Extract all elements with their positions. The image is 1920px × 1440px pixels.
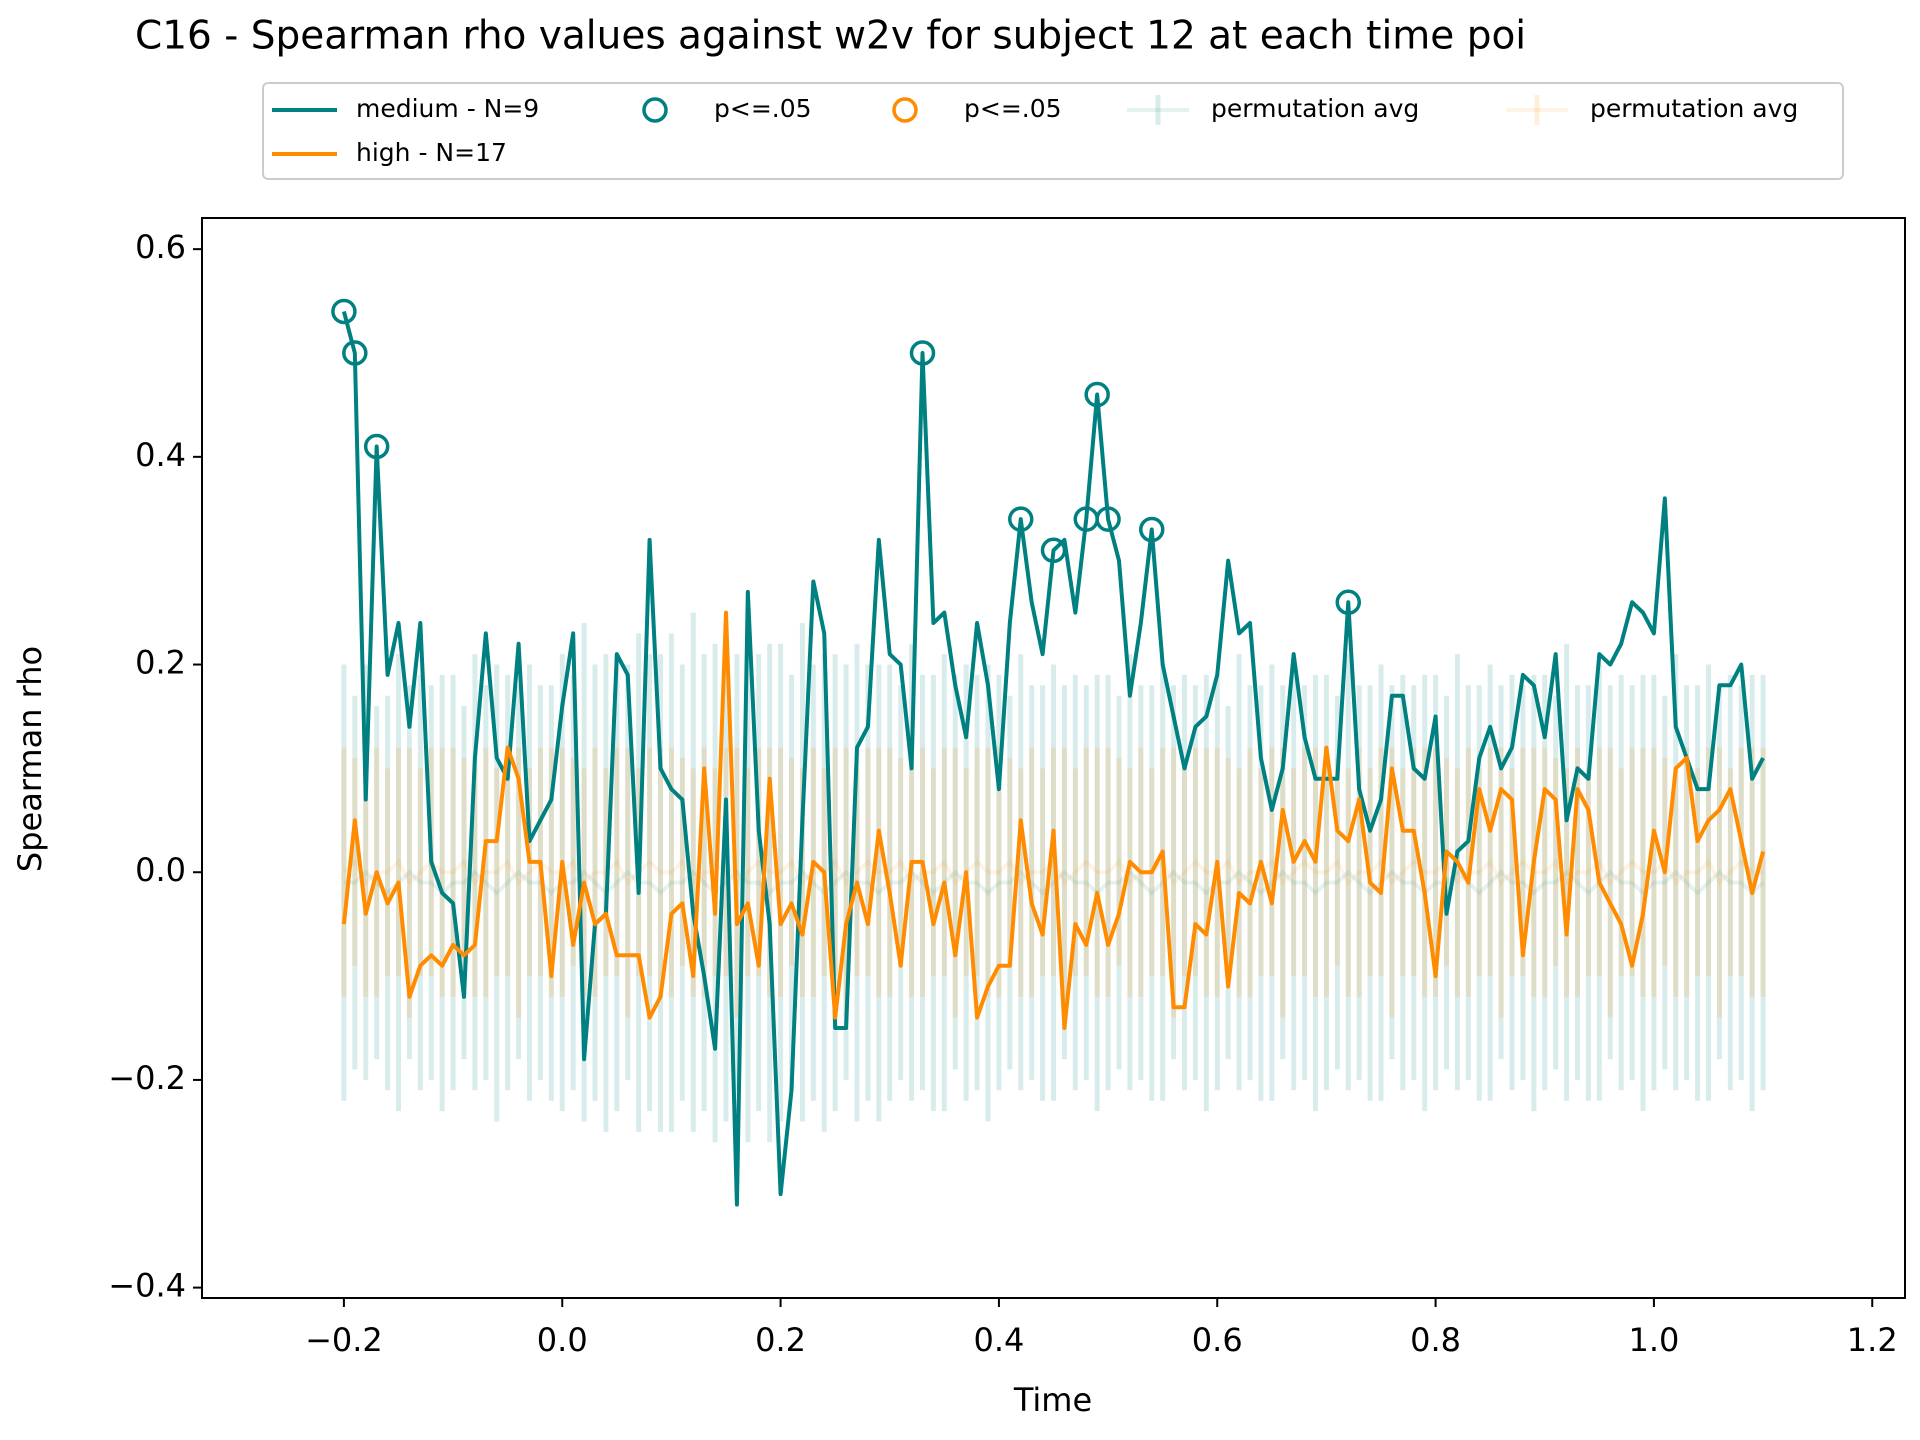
significance-marker xyxy=(331,298,357,325)
significance-marker xyxy=(1084,381,1110,408)
x-tick-label: 0.4 xyxy=(973,1321,1024,1359)
y-tick-label: −0.4 xyxy=(108,1267,186,1305)
legend-label: permutation avg xyxy=(1211,94,1419,123)
legend-label: medium - N=9 xyxy=(356,94,539,123)
x-tick-label: 0.8 xyxy=(1410,1321,1461,1359)
legend-handle xyxy=(892,97,918,123)
x-tick-label: 0.2 xyxy=(755,1321,806,1359)
y-axis-label: Spearman rho xyxy=(11,646,49,872)
significance-marker xyxy=(1008,506,1034,532)
plot-area xyxy=(331,298,1766,1207)
x-axis-label: Time xyxy=(1013,1381,1092,1419)
legend-label: p<=.05 xyxy=(964,94,1062,123)
significance-marker xyxy=(1040,537,1067,564)
x-tick-label: 1.0 xyxy=(1628,1321,1679,1359)
x-tick-label: 0.6 xyxy=(1192,1321,1243,1359)
series-line xyxy=(341,310,1765,1207)
significance-marker xyxy=(1139,516,1165,543)
y-tick-label: 0.4 xyxy=(135,436,186,474)
x-tick-label: 1.2 xyxy=(1847,1321,1898,1359)
y-tick-label: −0.2 xyxy=(108,1059,186,1097)
chart-title: C16 - Spearman rho values against w2v fo… xyxy=(135,14,1526,59)
significance-marker xyxy=(342,340,368,366)
legend-label: permutation avg xyxy=(1590,94,1798,123)
axes-frame xyxy=(201,217,1906,1299)
significance-marker xyxy=(1095,506,1121,532)
legend-label: p<=.05 xyxy=(714,94,812,123)
y-tick-label: 0.2 xyxy=(135,644,186,682)
significance-marker xyxy=(363,433,390,460)
y-tick-label: 0.6 xyxy=(135,228,186,266)
x-tick-label: −0.2 xyxy=(305,1321,383,1359)
significance-marker xyxy=(909,340,936,366)
series-line xyxy=(341,610,1766,1030)
x-tick-label: 0.0 xyxy=(537,1321,588,1359)
y-tick-label: 0.0 xyxy=(135,851,186,889)
legend-box xyxy=(262,82,1844,180)
legend-label: high - N=17 xyxy=(356,138,507,167)
significance-marker xyxy=(1335,589,1361,615)
legend-handle xyxy=(642,97,668,123)
